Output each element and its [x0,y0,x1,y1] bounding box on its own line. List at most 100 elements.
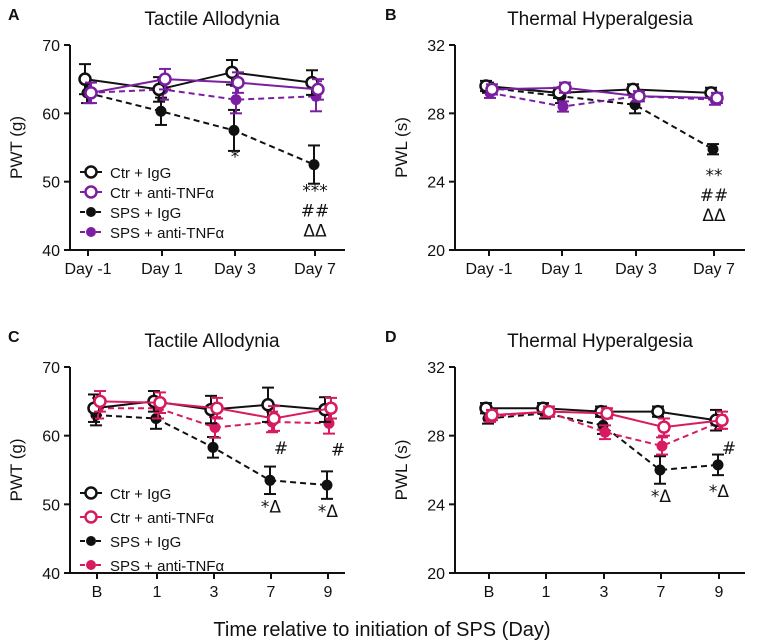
significance-annotation: **##ΔΔ [700,166,729,226]
y-tick-label: 20 [427,566,445,583]
series-1 [84,67,325,105]
legend-item: SPS + IgG [80,534,181,551]
y-tick-label: 40 [42,566,60,583]
y-tick-label: 70 [42,38,60,55]
legend-marker [84,165,98,179]
series-line [491,86,718,99]
data-point [558,80,572,95]
chart-title: Tactile Allodynia [144,331,280,352]
data-point [158,72,172,86]
data-point [207,441,219,453]
data-point [485,82,499,97]
x-tick-label: Day -1 [64,261,111,278]
significance-annotation: # [722,439,736,459]
data-point [228,124,240,136]
data-point [715,413,729,427]
significance-label: ## [700,186,729,206]
legend-item: Ctr + anti-TNFα [80,185,214,202]
data-point [84,86,98,100]
significance-label: ΔΔ [303,222,327,242]
legend-marker [84,185,98,199]
chart-panel-b: B Thermal Hyperalgesia 20 24 28 32 PWL (s) Day … [385,7,745,278]
series-line [88,88,317,101]
x-tick-label: B [484,584,495,601]
y-axis-label: PWL (s) [392,117,411,178]
data-point [656,440,668,452]
legend-label: Ctr + anti-TNFα [110,510,214,527]
y-tick-label: 60 [42,106,60,123]
data-point [600,406,614,421]
series-1 [93,390,338,432]
y-axis-label: PWL (s) [392,440,411,501]
data-point [557,101,569,112]
legend-marker [84,510,98,524]
data-point [651,404,665,419]
x-tick-label: Day 3 [214,261,256,278]
series-line [487,86,714,151]
data-point [261,398,275,412]
legend: Ctr + IgG Ctr + anti-TNFα SPS + IgG SPS + a… [80,165,224,242]
legend-label: SPS + anti-TNFα [110,558,224,575]
y-tick-label: 24 [427,497,445,514]
data-point [155,105,167,117]
legend-marker [86,536,96,546]
series-2 [482,407,724,485]
significance-label: *Δ [651,487,672,507]
x-tick-label: Day 3 [615,261,657,278]
panel-letter: B [385,7,397,24]
chart-title: Tactile Allodynia [144,9,280,30]
x-tick-label: Day 7 [294,261,336,278]
x-tick-label: 7 [657,584,666,601]
legend-marker [86,207,96,217]
y-tick-label: 28 [427,106,445,123]
significance-label: * [231,147,240,167]
significance-label: * [657,463,666,483]
significance-annotation: * [231,147,240,167]
data-point [712,459,724,471]
legend-item: Ctr + IgG [80,486,171,503]
x-tick-label: 7 [267,584,276,601]
x-tick-label: 1 [153,584,162,601]
y-axis-label: PWT (g) [7,116,26,179]
data-point [210,401,224,415]
data-point [485,408,499,422]
significance-label: # [331,440,345,460]
x-tick-label: 3 [600,584,609,601]
legend-marker [86,560,96,570]
x-tick-label: 1 [542,584,551,601]
x-tick-label: 3 [210,584,219,601]
significance-annotation: # [274,439,288,459]
significance-annotation: * [657,463,666,483]
legend-label: SPS + IgG [110,205,181,222]
data-point [710,91,724,105]
series-line [86,91,315,166]
data-point [324,401,338,415]
significance-annotation: *Δ [651,487,672,507]
significance-label: *Δ [318,502,339,522]
data-point [267,411,281,426]
data-point [311,82,325,97]
legend-label: SPS + anti-TNFα [110,225,224,242]
legend-label: Ctr + IgG [110,165,171,182]
legend-marker [86,227,96,237]
x-tick-label: 9 [715,584,724,601]
significance-label: ## [301,202,330,222]
legend-item: SPS + anti-TNFα [80,558,224,575]
data-point [654,464,666,476]
data-point [153,395,167,410]
series-2 [482,81,719,156]
series-line [90,78,319,94]
significance-label: *Δ [261,497,282,517]
series-line [489,91,716,108]
y-tick-label: 60 [42,429,60,446]
x-tick-label: Day 1 [141,261,183,278]
chart-panel-c: C Tactile Allodynia 40 50 60 70 PWT (g) B 1 3 7 9 # #… [7,329,345,601]
chart-panel-a: A Tactile Allodynia 40 50 60 70 PWT (g) Day -1 D… [7,7,345,278]
x-tick-label: Day 1 [541,261,583,278]
significance-label: *Δ [709,482,730,502]
data-point [599,426,611,438]
x-tick-label: Day -1 [465,261,512,278]
x-tick-label: Day 7 [693,261,735,278]
data-point [707,143,719,155]
y-tick-label: 50 [42,497,60,514]
